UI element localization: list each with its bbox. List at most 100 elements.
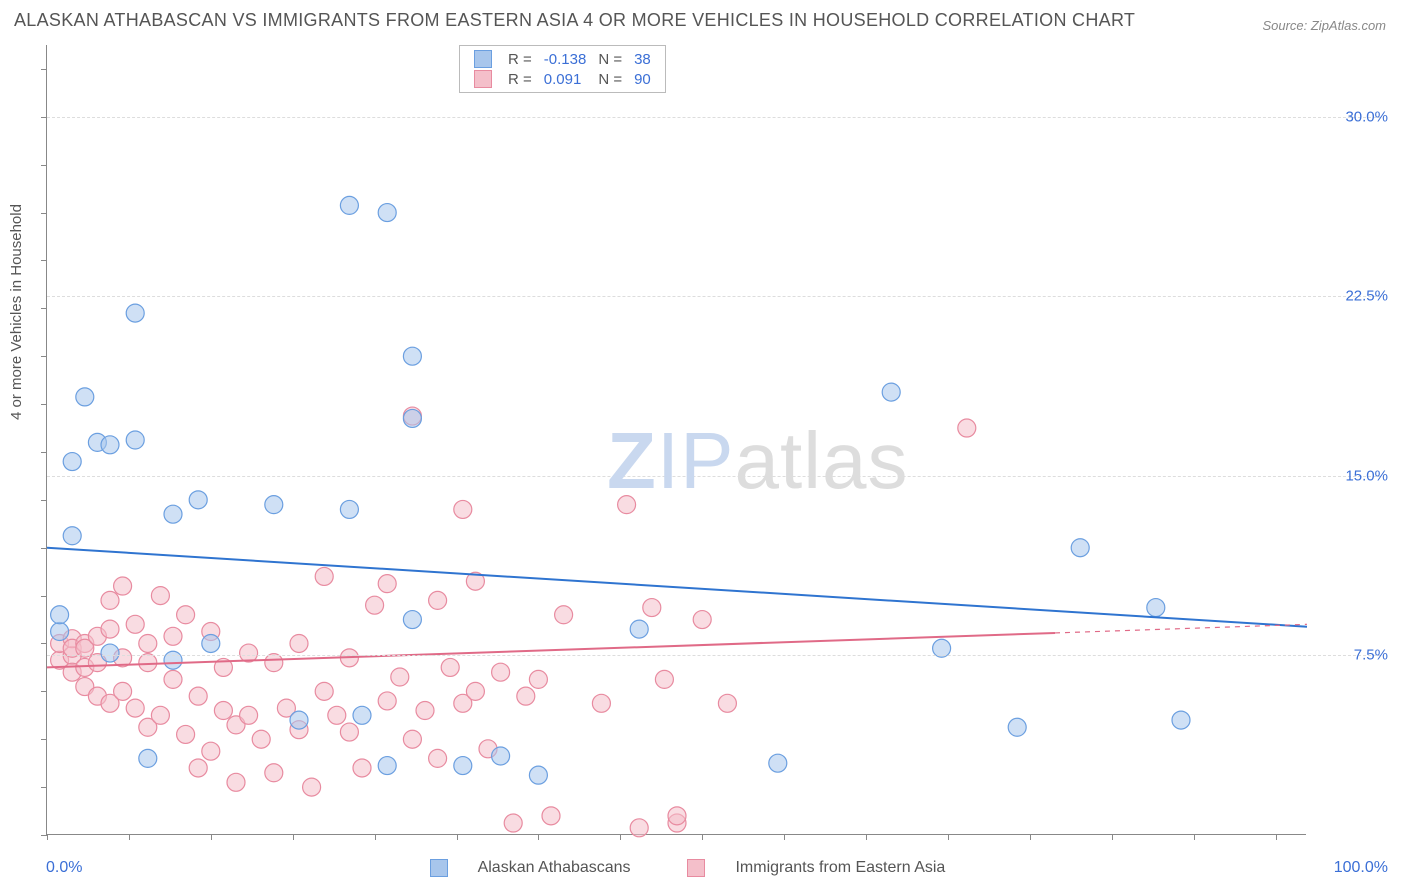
data-point [492, 747, 510, 765]
data-point [51, 623, 69, 641]
data-point [126, 699, 144, 717]
data-point [164, 651, 182, 669]
data-point [177, 606, 195, 624]
data-point [214, 702, 232, 720]
legend-row-series-0: R = -0.138 N = 38 [468, 49, 657, 69]
data-point [1147, 599, 1165, 617]
data-point [189, 759, 207, 777]
data-point [555, 606, 573, 624]
data-point [151, 706, 169, 724]
data-point [164, 670, 182, 688]
data-point [454, 757, 472, 775]
trend-line-extrapolated [1055, 624, 1307, 633]
data-point [164, 627, 182, 645]
swatch-series-1 [474, 70, 492, 88]
data-point [101, 644, 119, 662]
source-label: Source: ZipAtlas.com [1262, 18, 1386, 33]
data-point [51, 606, 69, 624]
data-point [769, 754, 787, 772]
data-point [718, 694, 736, 712]
data-point [328, 706, 346, 724]
data-point [1071, 539, 1089, 557]
data-point [630, 620, 648, 638]
data-point [466, 682, 484, 700]
data-point [340, 196, 358, 214]
data-point [164, 505, 182, 523]
trend-line [47, 548, 1307, 627]
chart-title: ALASKAN ATHABASCAN VS IMMIGRANTS FROM EA… [14, 10, 1135, 31]
y-axis-label: 4 or more Vehicles in Household [8, 204, 25, 420]
data-point [693, 611, 711, 629]
data-point [655, 670, 673, 688]
data-point [504, 814, 522, 832]
trend-line [47, 633, 1055, 667]
data-point [618, 496, 636, 514]
data-point [429, 749, 447, 767]
data-point [643, 599, 661, 617]
data-point [126, 304, 144, 322]
y-tick-label: 30.0% [1318, 108, 1388, 125]
data-point [126, 615, 144, 633]
data-point [517, 687, 535, 705]
data-point [378, 575, 396, 593]
swatch-series-0-icon [430, 859, 448, 877]
y-tick-label: 22.5% [1318, 288, 1388, 305]
data-point [668, 807, 686, 825]
plot-area: ZIPatlas R = -0.138 N = 38 R = 0.091 N =… [46, 45, 1306, 835]
data-point [101, 591, 119, 609]
data-point [542, 807, 560, 825]
swatch-series-1-icon [687, 859, 705, 877]
data-point [114, 577, 132, 595]
data-point [958, 419, 976, 437]
data-point [378, 757, 396, 775]
data-point [378, 692, 396, 710]
data-point [303, 778, 321, 796]
data-point [429, 591, 447, 609]
chart-svg [47, 45, 1307, 835]
data-point [403, 730, 421, 748]
data-point [114, 682, 132, 700]
data-point [403, 611, 421, 629]
data-point [139, 634, 157, 652]
data-point [76, 388, 94, 406]
x-axis-max-label: 100.0% [1334, 859, 1388, 877]
data-point [391, 668, 409, 686]
data-point [403, 347, 421, 365]
y-tick-label: 15.0% [1318, 467, 1388, 484]
data-point [340, 723, 358, 741]
data-point [101, 620, 119, 638]
correlation-table: R = -0.138 N = 38 R = 0.091 N = 90 [468, 49, 657, 89]
data-point [63, 453, 81, 471]
data-point [240, 706, 258, 724]
data-point [227, 773, 245, 791]
data-point [529, 766, 547, 784]
data-point [340, 500, 358, 518]
data-point [1172, 711, 1190, 729]
data-point [454, 500, 472, 518]
data-point [151, 587, 169, 605]
data-point [416, 702, 434, 720]
data-point [353, 706, 371, 724]
swatch-series-0 [474, 50, 492, 68]
data-point [290, 634, 308, 652]
data-point [315, 567, 333, 585]
data-point [378, 204, 396, 222]
data-point [189, 491, 207, 509]
legend-row-series-1: R = 0.091 N = 90 [468, 69, 657, 89]
data-point [366, 596, 384, 614]
data-point [63, 527, 81, 545]
data-point [315, 682, 333, 700]
data-point [189, 687, 207, 705]
data-point [202, 634, 220, 652]
data-point [101, 436, 119, 454]
data-point [202, 742, 220, 760]
data-point [252, 730, 270, 748]
data-point [492, 663, 510, 681]
data-point [353, 759, 371, 777]
data-point [290, 711, 308, 729]
data-point [882, 383, 900, 401]
data-point [126, 431, 144, 449]
data-point [265, 496, 283, 514]
data-point [1008, 718, 1026, 736]
data-point [265, 764, 283, 782]
